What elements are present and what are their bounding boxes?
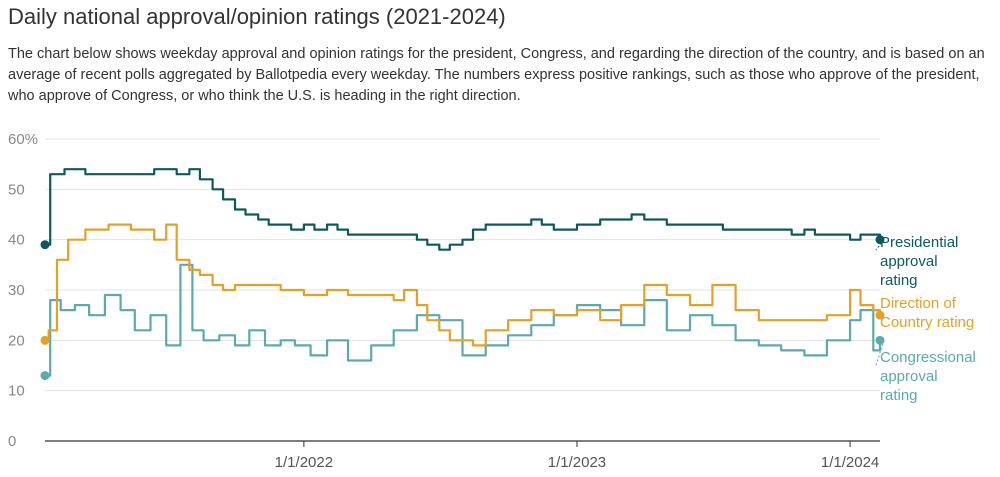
start-point-direction-of-country-rating [40,335,50,345]
y-tick-label: 10 [8,383,25,400]
y-tick-label: 60% [8,131,38,148]
y-axis-ticks: 0 10 20 30 40 50 60% [8,131,38,450]
series-label-congressional-approval-rating: rating [880,387,918,404]
end-point-direction-of-country-rating [875,310,885,320]
start-point-congressional-approval-rating [40,371,50,381]
y-tick-label: 50 [8,181,25,198]
x-axis-ticks: 1/1/2022 1/1/2023 1/1/2024 [275,441,879,471]
x-tick-label: 1/1/2022 [275,454,333,471]
page-title: Daily national approval/opinion ratings … [8,4,506,29]
series-line-direction-of-country-rating [45,223,882,347]
chart-description: The chart below shows weekday approval a… [8,46,985,104]
series-lines [40,168,885,381]
x-tick-label: 1/1/2024 [821,454,879,471]
y-tick-label: 30 [8,282,25,299]
y-tick-label: 40 [8,232,25,249]
x-tick-label: 1/1/2023 [548,454,606,471]
series-label-direction-of-country-rating: Country rating [880,314,974,331]
y-tick-label: 0 [8,433,16,450]
y-tick-label: 20 [8,332,25,349]
end-point-presidential-approval-rating [875,235,885,245]
end-point-congressional-approval-rating [875,335,885,345]
grid-lines [45,138,880,442]
label-connector-congressional-approval-rating [875,340,885,366]
start-point-presidential-approval-rating [40,240,50,250]
label-connector-direction-of-country-rating [875,310,885,316]
series-label-presidential-approval-rating: approval [880,253,938,270]
series-line-presidential-approval-rating [45,168,882,251]
series-label-direction-of-country-rating: Direction of [880,295,957,312]
series-labels: Presidential approval rating Direction of Co… [875,234,976,404]
series-label-presidential-approval-rating: Presidential [880,234,958,251]
series-line-congressional-approval-rating [45,263,882,377]
series-label-presidential-approval-rating: rating [880,272,918,289]
series-label-congressional-approval-rating: Congressional [880,349,976,366]
series-label-congressional-approval-rating: approval [880,368,938,385]
